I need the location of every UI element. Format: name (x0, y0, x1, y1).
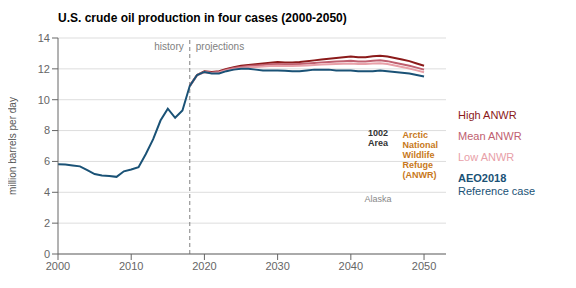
svg-text:0: 0 (44, 248, 50, 260)
html-text:Mean ANWR: Mean ANWR (458, 129, 522, 142)
svg-text:2: 2 (44, 217, 50, 229)
svg-text:2050: 2050 (412, 260, 436, 272)
svg-text:history: history (154, 41, 183, 52)
svg-text:2000: 2000 (46, 260, 70, 272)
svg-text:2020: 2020 (192, 260, 216, 272)
svg-text:projections: projections (196, 41, 244, 52)
svg-text:14: 14 (38, 32, 50, 44)
html-text:Reference case: Reference case (458, 184, 535, 197)
html-text:1002 Area: 1002 Area (368, 128, 389, 149)
svg-text:8: 8 (44, 124, 50, 136)
html-text:Low ANWR: Low ANWR (458, 150, 515, 163)
html-text:Alaska: Alaska (364, 193, 392, 204)
html-text:Arctic National Wildlife Refug: Arctic National Wildlife Refuge (ANWR) (402, 129, 438, 180)
svg-text:2040: 2040 (339, 260, 363, 272)
svg-text:2010: 2010 (119, 260, 143, 272)
html-text:U.S. crude oil production in f: U.S. crude oil production in four cases … (58, 11, 347, 25)
svg-text:2030: 2030 (265, 260, 289, 272)
svg-text:6: 6 (44, 155, 50, 167)
svg-text:12: 12 (38, 63, 50, 75)
svg-text:10: 10 (38, 94, 50, 106)
html-text:High ANWR: High ANWR (458, 108, 517, 121)
svg-text:4: 4 (44, 186, 50, 198)
html-text:AEO2018: AEO2018 (458, 171, 507, 184)
svg-text:million barrels per day: million barrels per day (8, 97, 18, 195)
